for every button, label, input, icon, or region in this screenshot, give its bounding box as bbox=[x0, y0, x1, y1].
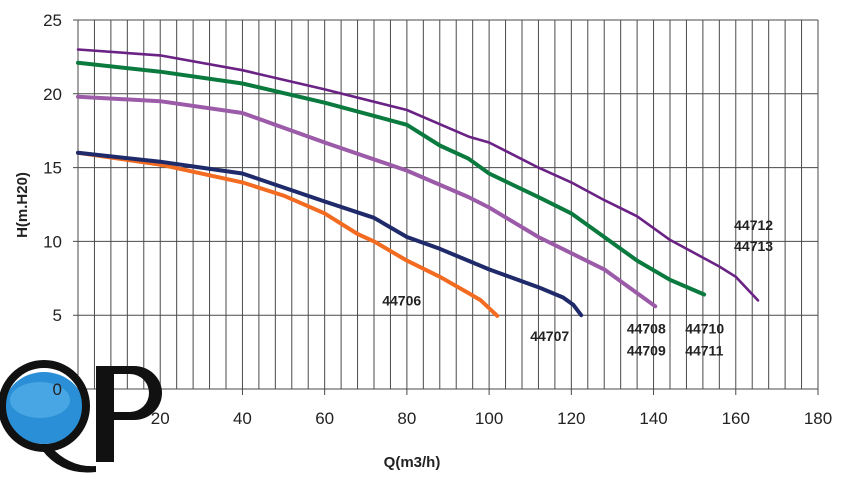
x-tick-label: 20 bbox=[151, 409, 170, 428]
curve-label: 44706 bbox=[382, 292, 421, 308]
x-tick-label: 160 bbox=[722, 409, 750, 428]
curve-44707 bbox=[76, 150, 584, 318]
logo-letter-p bbox=[96, 366, 162, 462]
curves bbox=[76, 48, 760, 318]
x-tick-label: 60 bbox=[315, 409, 334, 428]
x-tick-label: 80 bbox=[397, 409, 416, 428]
curve-label: 44713 bbox=[734, 238, 773, 254]
x-tick-label: 180 bbox=[804, 409, 832, 428]
curve-label: 44711 bbox=[685, 343, 723, 359]
curve-4470844709 bbox=[76, 94, 658, 309]
y-tick-label: 15 bbox=[43, 159, 62, 178]
y-tick-label: 0 bbox=[53, 380, 62, 399]
curve-label: 44712 bbox=[734, 217, 773, 233]
curve-label: 44708 bbox=[627, 320, 666, 336]
qp-logo bbox=[0, 360, 162, 473]
logo-letter-q-ring bbox=[0, 360, 90, 452]
y-tick-label: 10 bbox=[43, 232, 62, 251]
y-tick-label: 20 bbox=[43, 85, 62, 104]
x-tick-labels: 20 40 60 80 100 120 140 160 180 bbox=[151, 409, 832, 428]
curve-44706 bbox=[76, 150, 500, 318]
curve-label: 44709 bbox=[627, 343, 666, 359]
x-tick-label: 100 bbox=[475, 409, 503, 428]
y-tick-label: 25 bbox=[43, 11, 62, 30]
curve-labels: 44706 44707 44708 44709 44710 44711 44712 44713 bbox=[382, 217, 773, 358]
x-tick-label: 40 bbox=[233, 409, 252, 428]
curve-label: 44710 bbox=[685, 320, 724, 336]
x-tick-label: 140 bbox=[639, 409, 667, 428]
y-tick-labels: 0 5 10 15 20 25 bbox=[43, 11, 62, 399]
curve-label: 44707 bbox=[530, 328, 569, 344]
logo-water-highlight bbox=[10, 382, 70, 418]
y-tick-label: 5 bbox=[53, 306, 62, 325]
grid bbox=[73, 19, 819, 395]
y-axis-label: H(m.H20) bbox=[14, 172, 31, 238]
curve-4471044711 bbox=[76, 60, 707, 297]
logo-letter-q-tail bbox=[42, 446, 96, 473]
x-tick-label: 120 bbox=[557, 409, 585, 428]
x-axis-label: Q(m3/h) bbox=[384, 454, 441, 471]
curve-4471244713 bbox=[76, 48, 760, 302]
